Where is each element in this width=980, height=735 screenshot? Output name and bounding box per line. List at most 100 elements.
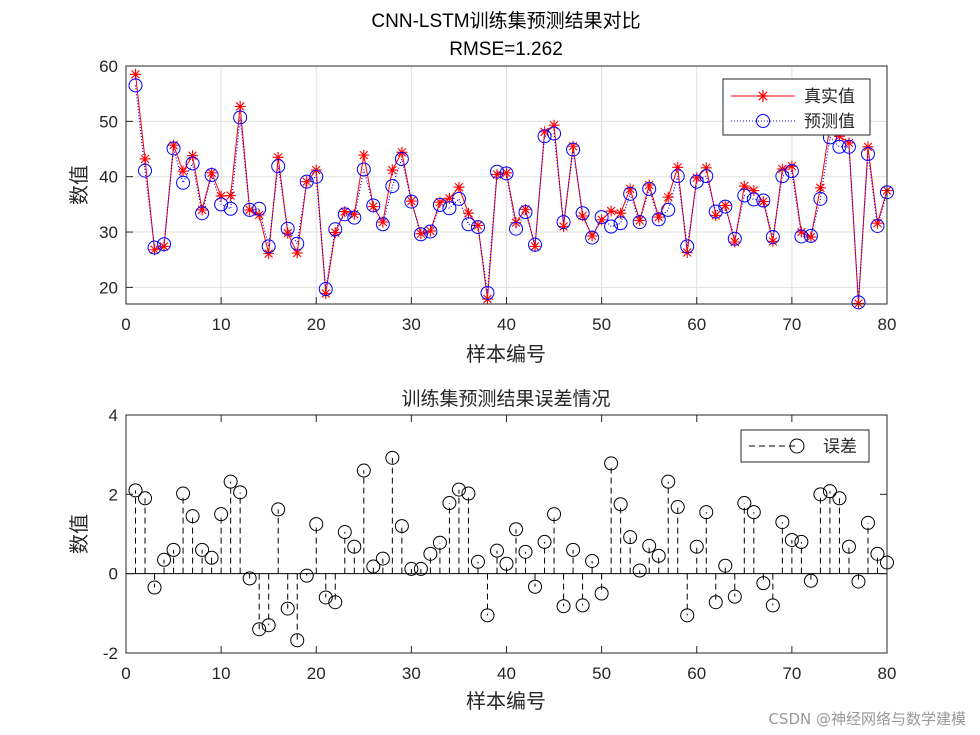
predicted-value-point [176,175,191,190]
y-tick-label: 4 [109,406,118,425]
comparison-chart: CNN-LSTM训练集预测结果对比 RMSE=1.262 0 10 20 30 40 50… [67,10,896,366]
true-value-point [339,206,351,218]
predicted-value-point [718,199,733,214]
error-point [632,563,647,578]
predicted-value-point [195,206,210,221]
error-point [680,608,695,623]
y-tick-label: 2 [109,485,118,504]
true-value-point [634,214,646,226]
predicted-value-point [556,215,571,230]
predicted-value-point [813,191,828,206]
error-point [176,486,191,501]
error-point [261,618,276,633]
true-value-point [558,221,570,233]
predicted-value-point [632,215,647,230]
true-value-point [263,248,275,260]
error-point [651,548,666,563]
predicted-value-point [489,164,504,179]
true-value-point [643,179,655,191]
error-point [585,553,600,568]
predicted-value-point [832,139,847,154]
predicted-value-point [480,285,495,300]
error-point [566,542,581,557]
true-value-point [814,182,826,194]
predicted-value-point [442,201,457,216]
predicted-value-point [413,227,428,242]
true-value-point [548,119,560,131]
error-point [518,544,533,559]
predicted-value-point [356,162,371,177]
error-point [613,497,628,512]
error-point [328,595,343,610]
predicted-value-point [385,179,400,194]
x-tick-label: 70 [782,664,801,683]
true-value-point [795,226,807,238]
predicted-value-point [318,282,333,297]
true-value-point [719,199,731,211]
predicted-value-point [699,169,714,184]
y-tick-label: 0 [109,565,118,584]
predicted-value-point [451,191,466,206]
error-point [623,530,638,545]
predicted-value-point [280,221,295,236]
error-point [166,542,181,557]
error-point [756,576,771,591]
error-point [765,598,780,613]
error-point [851,574,866,589]
predicted-value-point [423,224,438,239]
true-value-point [662,191,674,203]
predicted-value-point [765,230,780,245]
x-tick-label: 20 [307,664,326,683]
true-value-point [377,216,389,228]
true-value-point [871,217,883,229]
predicted-value-point [242,202,257,217]
true-value-point [691,172,703,184]
predicted-value-point [299,174,314,189]
legend-true-marker [757,90,769,102]
true-value-point [443,192,455,204]
true-value-point [405,195,417,207]
x-tick-label: 40 [497,315,516,334]
x-tick-label: 50 [592,315,611,334]
error-point [737,496,752,511]
predicted-value-point [147,240,162,255]
predicted-value-point [261,239,276,254]
predicted-value-point [394,151,409,166]
error-point [404,561,419,576]
error-point [356,463,371,478]
legend-box [722,78,871,136]
predicted-value-point [623,186,638,201]
x-tick-label: 70 [782,315,801,334]
true-value-point [225,190,237,202]
predicted-value-point [518,205,533,220]
true-value-point [149,244,161,256]
predicted-value-point [509,221,524,236]
y-tick-label: 20 [99,278,118,297]
error-point [870,546,885,561]
true-value-point [234,100,246,112]
true-value-point [453,181,465,193]
true-value-point [187,150,199,162]
error-point [290,633,305,648]
error-point [242,571,257,586]
error-point [318,590,333,605]
true-value-point [539,126,551,138]
predicted-value-point [214,197,229,212]
error-point [385,450,400,465]
error-point [413,561,428,576]
predicted-value-point [328,222,343,237]
predicted-value-point [185,156,200,171]
true-value-point [196,204,208,216]
predicted-value-point [670,169,685,184]
x-tick-label: 80 [878,664,897,683]
predicted-value-point [271,159,286,174]
true-value-point [586,230,598,242]
legend-entry-pred: 预测值 [731,112,855,132]
true-value-point [710,209,722,221]
true-value-point [272,151,284,163]
error-point [803,573,818,588]
predicted-value-point [470,220,485,235]
true-value-point [158,240,170,252]
true-value-point [472,219,484,231]
